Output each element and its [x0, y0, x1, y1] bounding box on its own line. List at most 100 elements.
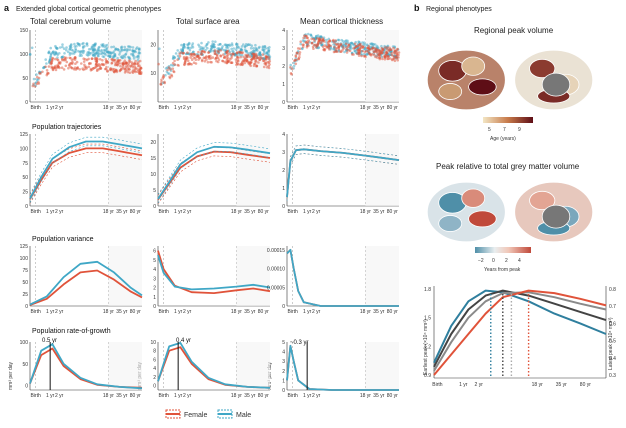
scatter-point — [130, 52, 133, 56]
scatter-point — [251, 50, 255, 53]
population-variance2-xtick: Birth — [287, 309, 298, 315]
scatter-point — [374, 55, 377, 59]
scatter-point — [159, 83, 163, 86]
b-ylabel-left: Earliest peak (×10⁴ mm³) — [423, 319, 429, 375]
scatter-point — [123, 45, 126, 49]
scatter-points-1 — [157, 40, 272, 86]
scatter-point — [171, 67, 175, 70]
scatter-point — [82, 41, 85, 45]
scatter-point — [268, 46, 271, 49]
scatter-point — [248, 55, 252, 58]
scatter-point — [70, 52, 74, 55]
row-title-trajectories: Population trajectories — [32, 124, 102, 131]
scatter-point — [206, 46, 209, 50]
scatter-point — [203, 56, 207, 60]
population-variance1-xtick: 2 yr — [183, 309, 192, 315]
population-trajectories2-xtick: 2 yr — [312, 209, 321, 215]
scatter-point — [99, 52, 103, 56]
brain-map-peak-volume-region — [468, 78, 497, 96]
population-rate-of-growth0-ytick: 0 — [25, 384, 28, 390]
scatter-point — [254, 43, 257, 47]
population-trajectories1-xtick: 18 yr — [231, 209, 242, 215]
scatter-point — [124, 53, 127, 56]
scatter-point — [84, 65, 88, 69]
population-rate-of-growth2-xtick: Birth — [287, 393, 298, 399]
scatter-point — [298, 53, 301, 56]
scatter-point — [261, 53, 265, 56]
population-trajectories0-xtick: 18 yr — [103, 209, 114, 215]
scatter-point — [323, 40, 326, 43]
scatter-point — [212, 43, 216, 46]
scatter-1-xtick: 35 yr — [244, 105, 255, 111]
population-trajectories0-ytick: 50 — [22, 175, 28, 181]
scatter-points-2 — [289, 32, 401, 76]
population-trajectories0-band-lower — [29, 152, 143, 204]
scatter-point — [52, 66, 55, 69]
brain-map-relative-peak-region — [461, 188, 486, 208]
scatter-point — [243, 48, 247, 51]
scatter-point — [71, 49, 75, 52]
scatter-point — [47, 72, 50, 75]
scatter-point — [162, 74, 165, 77]
scatter-point — [304, 34, 308, 38]
population-variance0-shade — [108, 246, 142, 306]
scatter-point — [261, 45, 265, 48]
population-trajectories1-xtick: 80 yr — [258, 209, 269, 215]
scatter-point — [254, 46, 258, 50]
scatter-point — [362, 54, 366, 58]
population-rate-of-growth1-ytick: 10 — [150, 340, 156, 346]
population-rate-of-growth0-xtick: 18 yr — [103, 393, 114, 399]
scatter-point — [255, 64, 259, 68]
scatter-point — [62, 47, 66, 50]
scatter-point — [54, 44, 57, 48]
scatter-point — [68, 62, 72, 65]
scatter-point — [101, 55, 105, 58]
b-xtick: 2 yr — [475, 382, 484, 388]
scatter-point — [373, 53, 376, 57]
scatter-point — [128, 48, 132, 51]
scatter-point — [301, 47, 304, 51]
scatter-point — [78, 50, 82, 54]
scatter-point — [189, 52, 193, 56]
scatter-point — [235, 46, 239, 49]
population-rate-of-growth2-ytick: 3 — [282, 359, 285, 365]
scatter-point — [335, 43, 339, 46]
scatter-point — [188, 48, 192, 52]
col-title-cerebrum: Total cerebrum volume — [30, 17, 111, 26]
scatter-point — [88, 62, 91, 65]
scatter-point — [227, 57, 230, 60]
population-rate-of-growth1-ytick: 6 — [153, 357, 156, 363]
scatter-point — [131, 70, 134, 73]
population-variance2-ytick: 0.00015 — [267, 248, 285, 254]
scatter-point — [33, 85, 37, 88]
scatter-point — [359, 44, 363, 48]
cb2-tick-3: 4 — [518, 258, 521, 264]
scatter-point — [131, 66, 135, 69]
scatter-point — [200, 41, 203, 45]
scatter-point — [207, 41, 210, 44]
cb2-tick-2: 2 — [505, 258, 508, 264]
scatter-point — [254, 58, 257, 61]
scatter-point — [255, 54, 259, 58]
scatter-point — [387, 49, 391, 52]
scatter-point — [390, 53, 394, 57]
scatter-point — [65, 60, 69, 64]
scatter-point — [96, 68, 99, 71]
scatter-point — [313, 39, 316, 42]
scatter-point — [369, 54, 373, 57]
scatter-point — [73, 56, 77, 59]
scatter-point — [325, 38, 328, 42]
population-trajectories0-xtick: 2 yr — [55, 209, 64, 215]
scatter-point — [230, 47, 233, 51]
scatter-point — [32, 77, 36, 81]
scatter-point — [209, 47, 213, 51]
col-title-thickness: Mean cortical thickness — [300, 17, 383, 26]
scatter-point — [262, 59, 265, 62]
scatter-point — [111, 58, 114, 61]
scatter-point — [199, 53, 203, 56]
scatter-point — [358, 46, 362, 50]
population-variance2-ytick: 0.00010 — [267, 267, 285, 273]
scatter-point — [267, 61, 271, 64]
scatter-point — [211, 40, 214, 43]
scatter-point — [98, 45, 101, 49]
